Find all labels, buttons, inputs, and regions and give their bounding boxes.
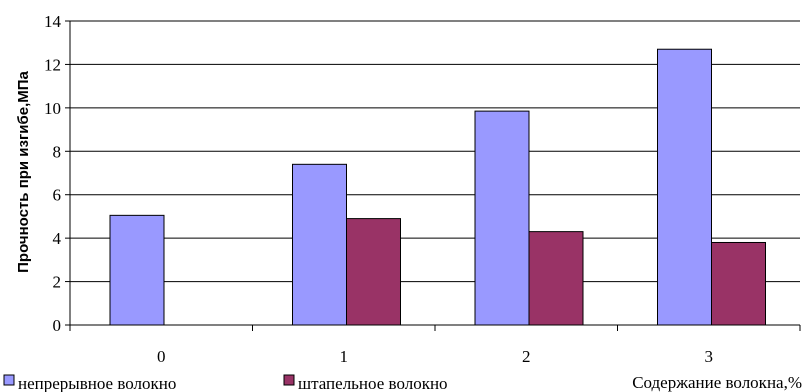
x-tick-label: 2 xyxy=(522,347,531,366)
bar-continuous-fiber xyxy=(292,163,347,326)
legend-swatch-continuous-fiber xyxy=(3,374,15,386)
x-tick-label: 1 xyxy=(340,347,349,366)
bar-continuous-fiber xyxy=(109,214,165,326)
y-tick-label: 4 xyxy=(53,229,62,248)
legend: непрерывное волокно штапельное волокно xyxy=(3,374,448,392)
bar-continuous-fiber xyxy=(657,48,712,326)
legend-swatch-staple-fiber xyxy=(283,374,295,386)
bar-continuous-fiber xyxy=(474,110,530,326)
x-tick-label: 3 xyxy=(705,347,714,366)
x-tick-label: 0 xyxy=(157,347,166,366)
y-tick-label: 10 xyxy=(44,99,61,118)
x-axis-label: Содержание волокна,% xyxy=(632,373,802,392)
y-tick-label: 2 xyxy=(53,273,62,292)
bar-staple-fiber xyxy=(346,218,401,326)
y-tick-label: 14 xyxy=(44,12,62,31)
x-tick-labels: 0 1 2 3 xyxy=(157,347,713,366)
bar-staple-fiber xyxy=(528,231,584,326)
y-axis-label: Прочность при изгибе,МПа xyxy=(15,70,32,272)
y-tick-label: 12 xyxy=(44,55,61,74)
y-tick-labels: 0 2 4 6 8 10 12 14 xyxy=(44,12,62,335)
y-tick-label: 0 xyxy=(53,316,62,335)
bar-staple-fiber xyxy=(711,241,766,326)
axes xyxy=(69,21,801,331)
y-tick-label: 8 xyxy=(53,142,62,161)
legend-label-continuous-fiber: непрерывное волокно xyxy=(18,374,176,392)
bars xyxy=(109,48,766,326)
legend-label-staple-fiber: штапельное волокно xyxy=(298,374,448,392)
y-tick-label: 6 xyxy=(53,186,62,205)
